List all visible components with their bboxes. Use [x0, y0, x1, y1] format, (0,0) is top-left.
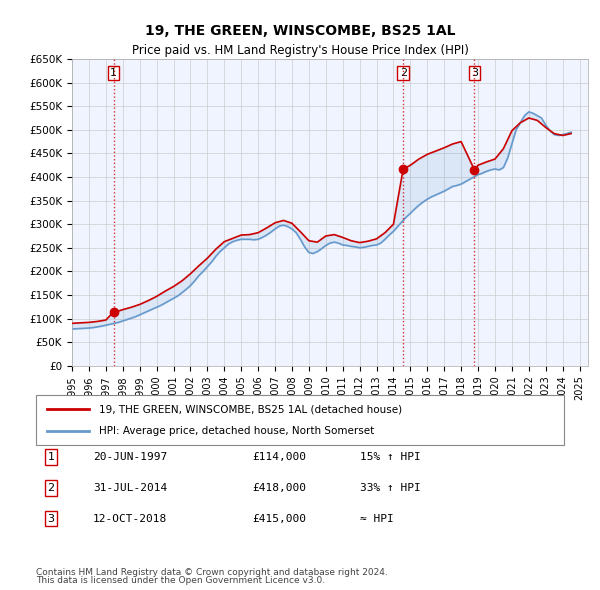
Text: 3: 3 [47, 514, 55, 523]
Text: £418,000: £418,000 [252, 483, 306, 493]
Text: Price paid vs. HM Land Registry's House Price Index (HPI): Price paid vs. HM Land Registry's House … [131, 44, 469, 57]
Text: 20-JUN-1997: 20-JUN-1997 [93, 453, 167, 462]
Text: 2: 2 [47, 483, 55, 493]
Text: 1: 1 [110, 68, 117, 78]
FancyBboxPatch shape [36, 395, 564, 445]
Text: 2: 2 [400, 68, 407, 78]
Text: HPI: Average price, detached house, North Somerset: HPI: Average price, detached house, Nort… [100, 427, 374, 437]
Text: 3: 3 [471, 68, 478, 78]
Text: 12-OCT-2018: 12-OCT-2018 [93, 514, 167, 523]
Text: £114,000: £114,000 [252, 453, 306, 462]
Text: 1: 1 [47, 453, 55, 462]
Text: £415,000: £415,000 [252, 514, 306, 523]
Text: Contains HM Land Registry data © Crown copyright and database right 2024.: Contains HM Land Registry data © Crown c… [36, 568, 388, 577]
Text: 19, THE GREEN, WINSCOMBE, BS25 1AL: 19, THE GREEN, WINSCOMBE, BS25 1AL [145, 24, 455, 38]
Text: 19, THE GREEN, WINSCOMBE, BS25 1AL (detached house): 19, THE GREEN, WINSCOMBE, BS25 1AL (deta… [100, 404, 403, 414]
Text: This data is licensed under the Open Government Licence v3.0.: This data is licensed under the Open Gov… [36, 576, 325, 585]
Text: 33% ↑ HPI: 33% ↑ HPI [360, 483, 421, 493]
Text: 15% ↑ HPI: 15% ↑ HPI [360, 453, 421, 462]
Text: ≈ HPI: ≈ HPI [360, 514, 394, 523]
Text: 31-JUL-2014: 31-JUL-2014 [93, 483, 167, 493]
